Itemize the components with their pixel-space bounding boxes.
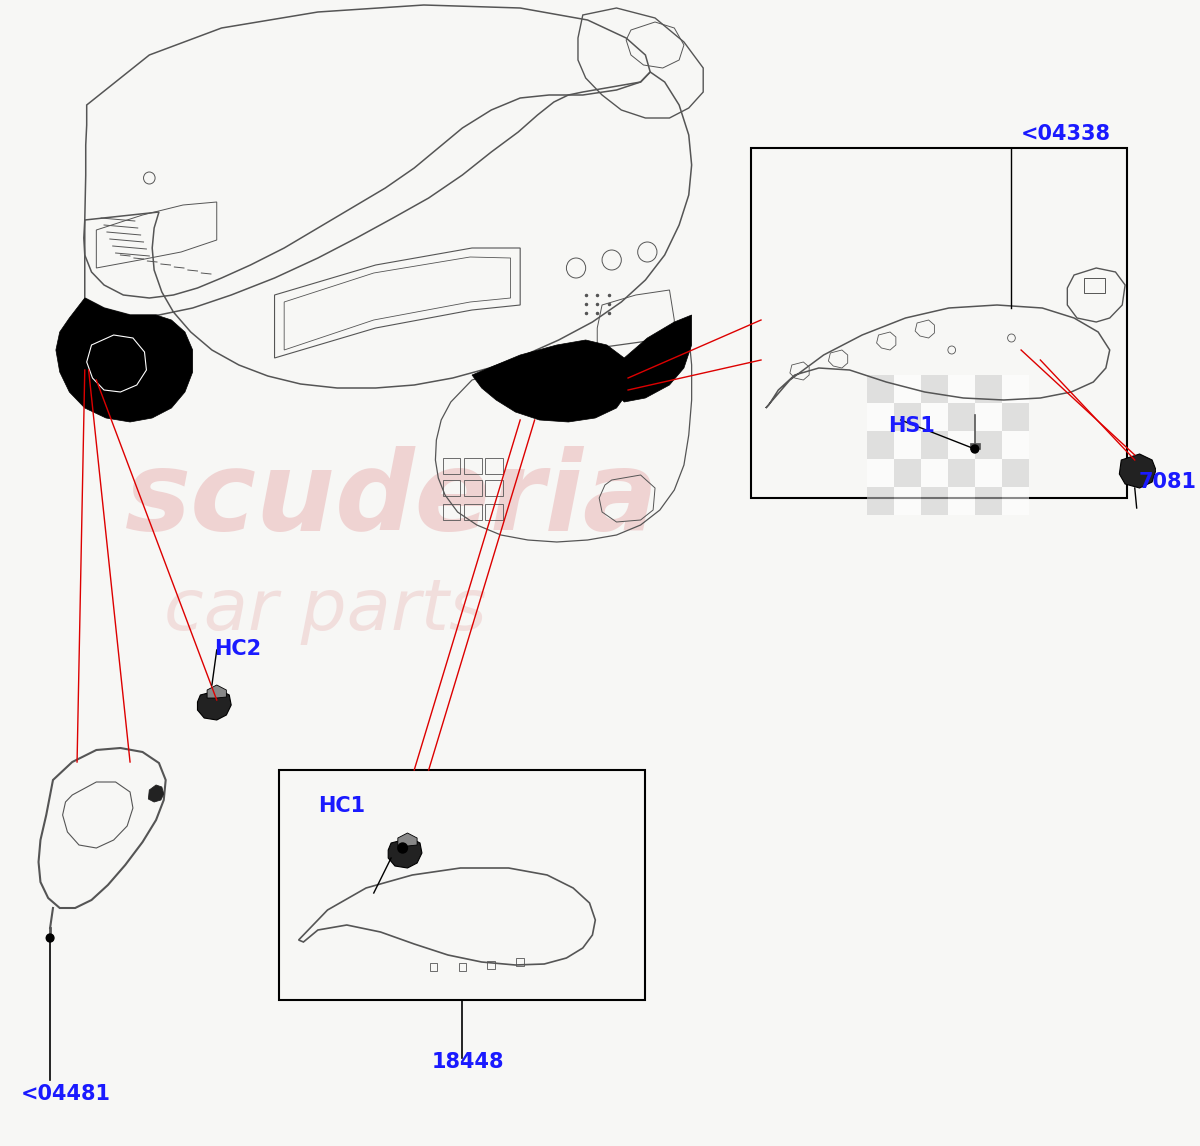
Polygon shape	[198, 690, 232, 720]
Bar	[866, 375, 894, 403]
Bar	[920, 431, 948, 460]
Bar	[1002, 487, 1028, 515]
Bar	[920, 460, 948, 487]
Bar	[920, 403, 948, 431]
Polygon shape	[149, 785, 163, 802]
Bar	[486, 480, 503, 496]
Bar	[920, 375, 948, 403]
Polygon shape	[472, 340, 631, 422]
Text: HS1: HS1	[888, 416, 935, 435]
Bar	[948, 375, 974, 403]
Bar	[948, 403, 974, 431]
Text: 7081: 7081	[1139, 472, 1196, 492]
Circle shape	[398, 843, 408, 853]
Text: HC2: HC2	[214, 639, 260, 659]
Bar	[948, 431, 974, 460]
Bar	[464, 504, 481, 520]
Bar	[948, 460, 974, 487]
Text: <04481: <04481	[22, 1084, 112, 1104]
Bar	[866, 403, 894, 431]
Polygon shape	[614, 315, 691, 402]
Bar	[866, 460, 894, 487]
Bar	[1002, 460, 1028, 487]
Bar	[974, 431, 1002, 460]
Polygon shape	[208, 685, 227, 698]
Bar	[974, 487, 1002, 515]
Polygon shape	[389, 838, 422, 868]
Bar	[894, 403, 920, 431]
Polygon shape	[56, 298, 193, 422]
Bar	[866, 431, 894, 460]
Bar	[974, 375, 1002, 403]
Bar	[1002, 403, 1028, 431]
Bar	[894, 431, 920, 460]
Bar	[443, 480, 461, 496]
Bar	[458, 963, 467, 971]
Bar	[487, 961, 496, 970]
Text: 18448: 18448	[432, 1052, 504, 1072]
Bar	[751, 148, 1127, 499]
Bar	[516, 958, 524, 966]
Bar	[486, 458, 503, 474]
Polygon shape	[398, 833, 418, 846]
Bar	[948, 487, 974, 515]
Bar	[974, 460, 1002, 487]
Bar	[920, 487, 948, 515]
Bar	[894, 487, 920, 515]
Bar	[974, 403, 1002, 431]
Bar	[1084, 278, 1105, 293]
Text: HC1: HC1	[318, 796, 365, 816]
Text: <04338: <04338	[1021, 124, 1111, 144]
Polygon shape	[1120, 454, 1156, 488]
Bar	[866, 487, 894, 515]
Circle shape	[47, 934, 54, 942]
Bar	[894, 375, 920, 403]
Text: car parts: car parts	[163, 576, 486, 645]
Circle shape	[971, 445, 979, 453]
Bar	[430, 963, 437, 971]
Bar	[894, 460, 920, 487]
Bar	[1002, 375, 1028, 403]
Bar	[464, 480, 481, 496]
Bar	[970, 444, 979, 449]
Text: scuderia: scuderia	[125, 446, 659, 554]
Bar	[443, 458, 461, 474]
Bar	[443, 504, 461, 520]
Bar	[1002, 431, 1028, 460]
Bar	[280, 770, 646, 1000]
Bar	[486, 504, 503, 520]
Bar	[464, 458, 481, 474]
